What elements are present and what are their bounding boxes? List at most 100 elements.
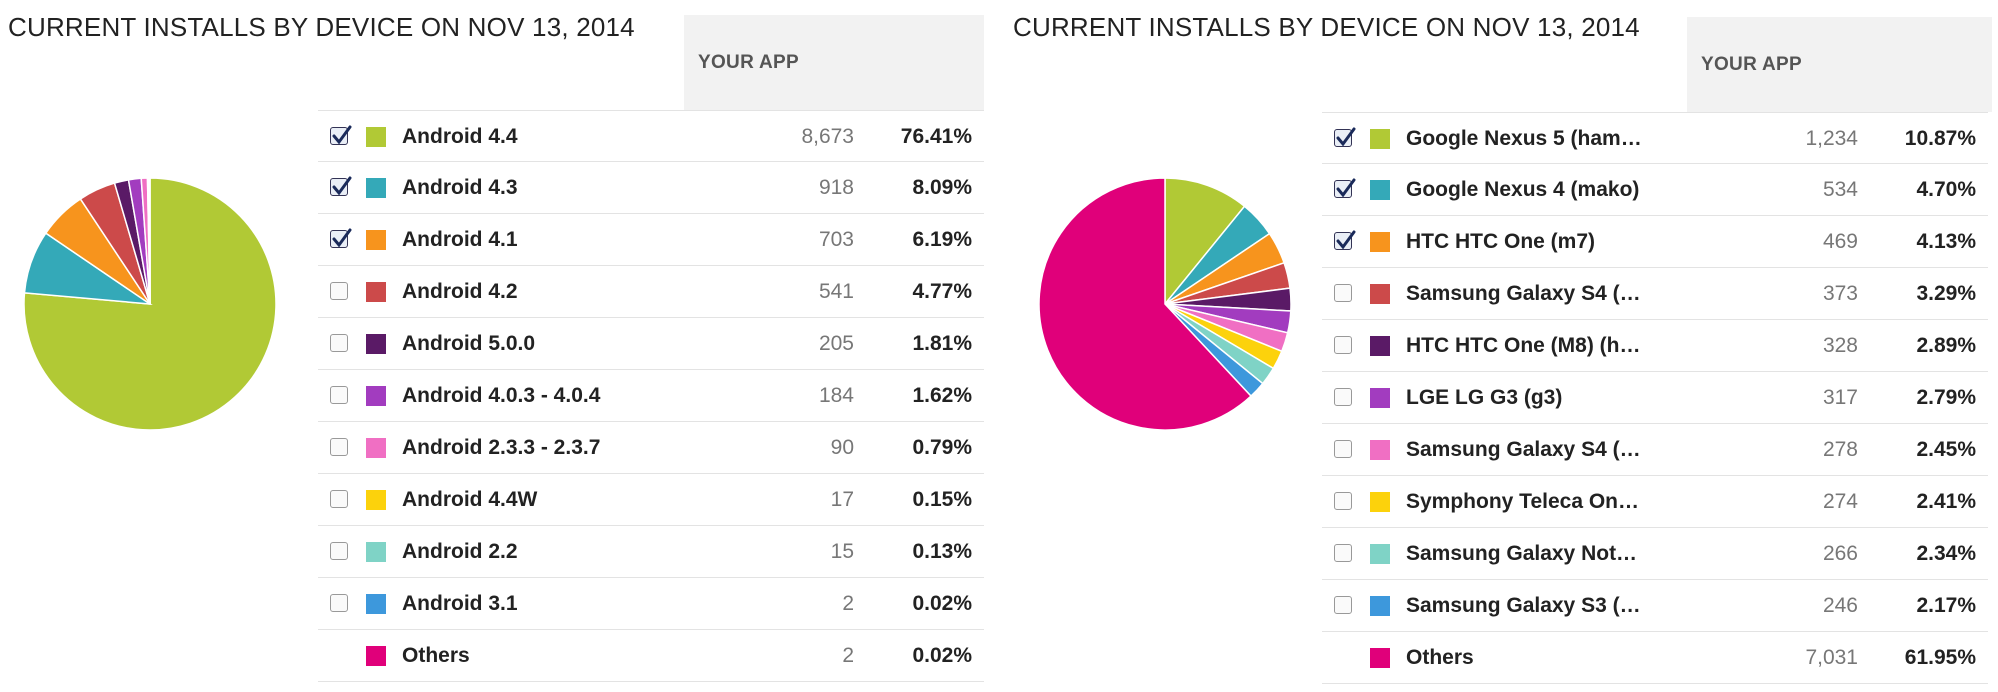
legend-row: Android 4.1 703 6.19%: [318, 214, 984, 266]
legend-swatch: [366, 594, 386, 614]
checkmark-icon: [1336, 230, 1356, 250]
legend-swatch: [1370, 544, 1390, 564]
legend-label: Android 2.3.3 - 2.3.7: [402, 436, 601, 459]
legend-swatch: [1370, 129, 1390, 149]
series-checkbox[interactable]: [330, 176, 352, 196]
legend-label: Android 4.4W: [402, 488, 538, 511]
series-checkbox[interactable]: [330, 542, 348, 560]
legend-label: Android 4.3: [402, 176, 518, 199]
legend-row: LGE LG G3 (g3) 317 2.79%: [1322, 372, 1988, 424]
installs-panel-android-version: CURRENT INSTALLS BY DEVICE ON NOV 13, 20…: [0, 0, 990, 692]
series-checkbox[interactable]: [1334, 336, 1352, 354]
checkmark-icon: [332, 176, 352, 196]
legend-row: Samsung Galaxy Not… 266 2.34%: [1322, 528, 1988, 580]
install-percent: 3.29%: [1916, 282, 1976, 305]
legend-swatch: [366, 230, 386, 250]
series-checkbox[interactable]: [330, 228, 352, 248]
installs-panel-device: CURRENT INSTALLS BY DEVICE ON NOV 13, 20…: [1005, 0, 1998, 692]
legend-row: Symphony Teleca On… 274 2.41%: [1322, 476, 1988, 528]
legend-swatch: [1370, 180, 1390, 200]
legend-table: Google Nexus 5 (ham… 1,234 10.87% Google Ne…: [1322, 112, 1988, 684]
install-count: 1,234: [1805, 127, 1858, 150]
legend-table: Android 4.4 8,673 76.41% Android 4.3 918 8.09…: [318, 110, 984, 682]
install-percent: 61.95%: [1904, 646, 1976, 669]
series-checkbox[interactable]: [330, 490, 348, 508]
legend-swatch: [1370, 284, 1390, 304]
series-checkbox[interactable]: [1334, 284, 1352, 302]
legend-swatch: [366, 178, 386, 198]
legend-swatch: [366, 646, 386, 666]
legend-label: Android 4.1: [402, 228, 518, 251]
series-checkbox[interactable]: [1334, 127, 1356, 147]
install-percent: 6.19%: [912, 228, 972, 251]
install-count: 278: [1822, 438, 1858, 461]
legend-label: Android 2.2: [402, 540, 518, 563]
install-percent: 1.62%: [912, 384, 972, 407]
install-count: 469: [1822, 230, 1858, 253]
checkmark-icon: [332, 228, 352, 248]
series-checkbox[interactable]: [330, 594, 348, 612]
legend-swatch: [366, 438, 386, 458]
legend-row: Android 2.3.3 - 2.3.7 90 0.79%: [318, 422, 984, 474]
install-percent: 2.34%: [1916, 542, 1976, 565]
chart-title: CURRENT INSTALLS BY DEVICE ON NOV 13, 20…: [1013, 12, 1640, 42]
series-checkbox[interactable]: [1334, 440, 1352, 458]
install-percent: 0.02%: [912, 644, 972, 667]
series-checkbox[interactable]: [1334, 596, 1352, 614]
legend-swatch: [1370, 596, 1390, 616]
install-percent: 0.79%: [912, 436, 972, 459]
install-count: 703: [818, 228, 854, 251]
pie-slice-others-10[interactable]: [1038, 177, 1253, 431]
legend-row: Samsung Galaxy S4 (… 373 3.29%: [1322, 268, 1988, 320]
legend-row: Google Nexus 4 (mako) 534 4.70%: [1322, 164, 1988, 216]
install-percent: 0.13%: [912, 540, 972, 563]
legend-row: HTC HTC One (M8) (h… 328 2.89%: [1322, 320, 1988, 372]
legend-swatch: [1370, 648, 1390, 668]
install-count: 541: [818, 280, 854, 303]
series-checkbox[interactable]: [330, 125, 352, 145]
legend-swatch: [366, 334, 386, 354]
legend-row: Android 4.0.3 - 4.0.4 184 1.62%: [318, 370, 984, 422]
series-checkbox[interactable]: [1334, 178, 1356, 198]
series-checkbox[interactable]: [330, 282, 348, 300]
legend-swatch: [1370, 440, 1390, 460]
series-checkbox[interactable]: [330, 334, 348, 352]
legend-label: Others: [402, 644, 470, 667]
series-checkbox[interactable]: [330, 386, 348, 404]
install-count: 373: [1822, 282, 1858, 305]
legend-row: Android 4.2 541 4.77%: [318, 266, 984, 318]
legend-swatch: [1370, 492, 1390, 512]
install-count: 184: [818, 384, 854, 407]
series-checkbox[interactable]: [1334, 492, 1352, 510]
install-count: 266: [1822, 542, 1858, 565]
series-checkbox[interactable]: [1334, 388, 1352, 406]
pie-slice-google-nexus-5-ham-0[interactable]: [1164, 177, 1246, 307]
install-count: 317: [1822, 386, 1858, 409]
legend-label: Samsung Galaxy Not…: [1406, 542, 1638, 565]
series-checkbox[interactable]: [330, 438, 348, 456]
legend-label: Android 5.0.0: [402, 332, 536, 355]
pie-chart: [23, 177, 277, 431]
legend-row: Others 7,031 61.95%: [1322, 632, 1988, 684]
install-count: 7,031: [1805, 646, 1858, 669]
series-checkbox[interactable]: [1334, 230, 1356, 250]
legend-row: Android 2.2 15 0.13%: [318, 526, 984, 578]
legend-swatch: [366, 490, 386, 510]
install-percent: 8.09%: [912, 176, 972, 199]
install-count: 8,673: [801, 125, 854, 148]
install-percent: 0.02%: [912, 592, 972, 615]
install-count: 2: [842, 644, 854, 667]
legend-label: Samsung Galaxy S4 (…: [1406, 438, 1641, 461]
series-checkbox[interactable]: [1334, 544, 1352, 562]
legend-row: Android 4.4W 17 0.15%: [318, 474, 984, 526]
install-percent: 2.89%: [1916, 334, 1976, 357]
install-count: 90: [830, 436, 854, 459]
install-percent: 2.45%: [1916, 438, 1976, 461]
pie-slice-android-4-4-0[interactable]: [23, 177, 277, 431]
install-percent: 2.79%: [1916, 386, 1976, 409]
install-count: 918: [818, 176, 854, 199]
legend-label: Others: [1406, 646, 1474, 669]
legend-label: Samsung Galaxy S4 (…: [1406, 282, 1641, 305]
checkmark-icon: [1336, 178, 1356, 198]
legend-label: Android 4.0.3 - 4.0.4: [402, 384, 601, 407]
